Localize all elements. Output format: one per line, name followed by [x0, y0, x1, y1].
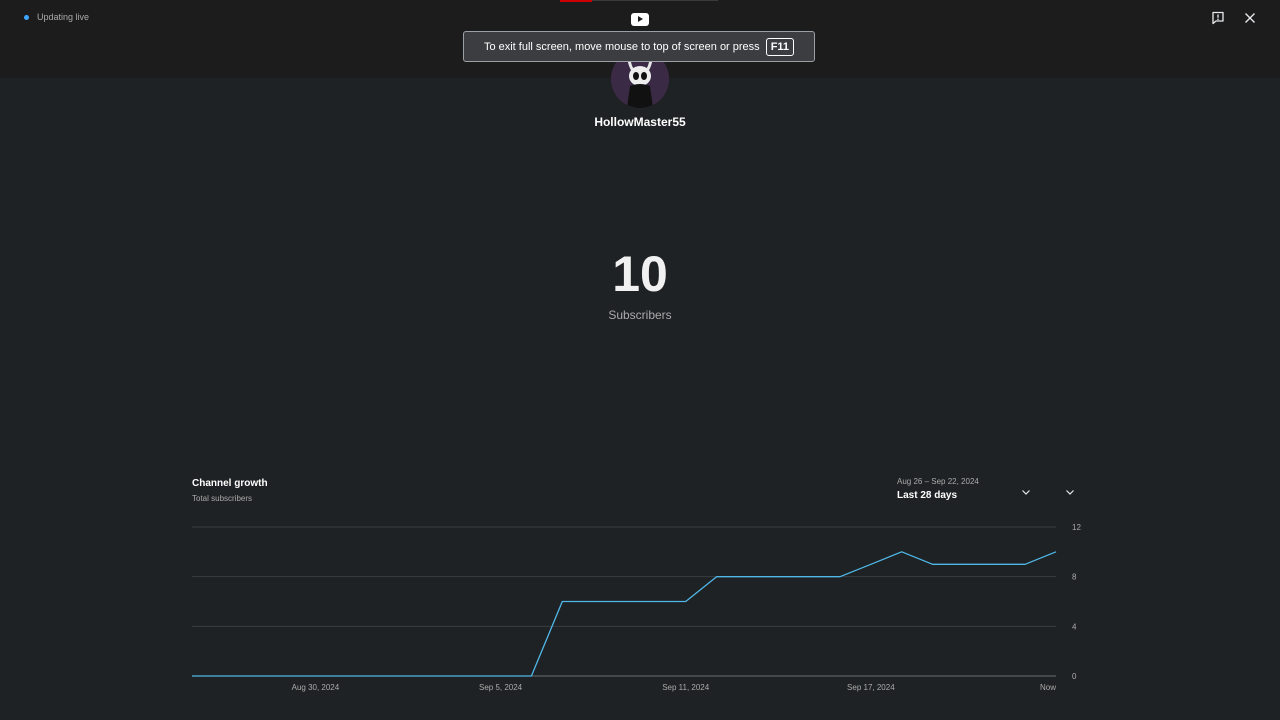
data-point — [253, 675, 255, 677]
data-point — [530, 675, 532, 677]
period-dropdown-chevron-icon[interactable] — [1020, 485, 1032, 497]
x-tick-label: Aug 30, 2024 — [292, 683, 340, 692]
youtube-logo-icon — [631, 13, 649, 26]
data-point — [777, 576, 779, 578]
y-tick-label: 8 — [1072, 573, 1077, 582]
data-point — [191, 675, 193, 677]
fullscreen-exit-toast: To exit full screen, move mouse to top o… — [463, 31, 815, 62]
data-point — [901, 551, 903, 553]
data-point — [222, 675, 224, 677]
data-point — [993, 563, 995, 565]
y-tick-label: 0 — [1072, 672, 1077, 681]
data-point — [685, 601, 687, 603]
chart-title: Channel growth — [192, 478, 268, 489]
subscriber-count: 10 — [612, 246, 668, 302]
data-point — [870, 563, 872, 565]
data-point — [1024, 563, 1026, 565]
progress-bar-track — [592, 0, 718, 1]
data-point — [284, 675, 286, 677]
progress-bar-fill — [560, 0, 592, 2]
close-icon[interactable] — [1241, 9, 1259, 27]
data-point — [469, 675, 471, 677]
data-point — [932, 563, 934, 565]
x-tick-label: Sep 11, 2024 — [662, 683, 710, 692]
data-point — [962, 563, 964, 565]
feedback-icon[interactable] — [1209, 9, 1227, 27]
data-point — [592, 601, 594, 603]
fullscreen-toast-key: F11 — [765, 37, 795, 56]
y-tick-label: 12 — [1072, 523, 1081, 532]
expand-chevron-icon[interactable] — [1064, 485, 1076, 497]
channel-name: HollowMaster55 — [594, 115, 686, 129]
live-dot — [24, 14, 29, 20]
data-point — [808, 576, 810, 578]
data-point — [839, 576, 841, 578]
series-line-0 — [192, 551, 1057, 677]
subscriber-label: Subscribers — [608, 308, 672, 322]
x-tick-label: Sep 5, 2024 — [479, 683, 523, 692]
period-select[interactable]: Last 28 days — [897, 490, 958, 501]
data-point — [407, 675, 409, 677]
date-range-label: Aug 26 – Sep 22, 2024 — [897, 477, 979, 486]
x-tick-label: Now — [1040, 683, 1056, 692]
data-point — [716, 576, 718, 578]
data-point — [376, 675, 378, 677]
data-point — [345, 675, 347, 677]
data-point — [561, 601, 563, 603]
x-tick-label: Sep 17, 2024 — [847, 683, 895, 692]
y-tick-label: 4 — [1072, 622, 1077, 631]
data-point — [500, 675, 502, 677]
chart-subtitle: Total subscribers — [192, 494, 253, 503]
data-point — [1055, 551, 1057, 553]
live-indicator: Updating live — [24, 12, 89, 22]
live-text: Updating live — [37, 12, 90, 22]
data-point — [746, 576, 748, 578]
data-point — [654, 601, 656, 603]
data-point — [314, 675, 316, 677]
data-point — [623, 601, 625, 603]
fullscreen-toast-text: To exit full screen, move mouse to top o… — [483, 40, 760, 53]
data-point — [438, 675, 440, 677]
